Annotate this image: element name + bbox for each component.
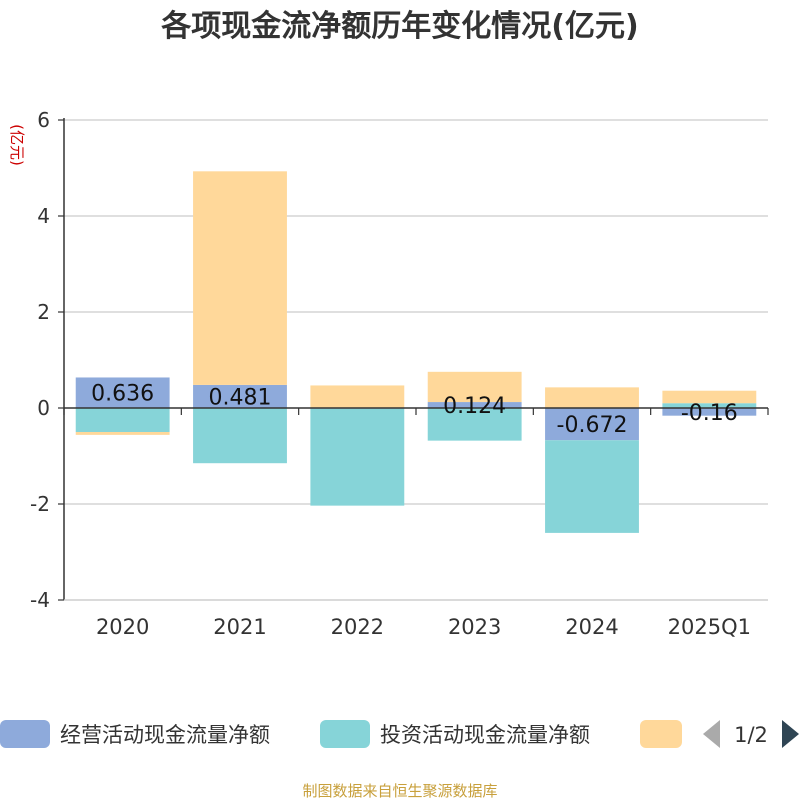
x-tick-label: 2025Q1	[668, 615, 751, 639]
legend-next-page-icon[interactable]	[782, 720, 799, 748]
data-label: 0.636	[91, 382, 154, 407]
data-labels: 0.636 0.481 0.124 -0.672 -0.16	[91, 382, 738, 438]
x-tick-label: 2022	[331, 615, 384, 639]
bar-series-0-2024[interactable]	[545, 408, 639, 441]
bar-series-1-2024[interactable]	[545, 440, 639, 533]
legend-swatch-financing	[640, 720, 682, 748]
legend-item-investing[interactable]: 投资活动现金流量净额	[320, 720, 590, 748]
x-tick-label: 2024	[565, 615, 618, 639]
bar-series-2-2024[interactable]	[545, 387, 639, 408]
legend-prev-page-icon[interactable]	[703, 720, 720, 748]
legend-swatch-investing	[320, 720, 370, 748]
y-tick-label: 2	[37, 300, 50, 324]
legend-label-investing: 投资活动现金流量净额	[380, 723, 590, 747]
data-label: 0.124	[443, 394, 506, 419]
y-tick-label: -4	[30, 588, 50, 612]
bar-series-1-2025Q1[interactable]	[662, 403, 757, 408]
x-axis-ticks: 2020 2021 2022 2023 2024 2025Q1	[96, 615, 751, 639]
bars	[75, 171, 757, 533]
y-axis-ticks: -4 -2 0 2 4 6	[30, 108, 64, 612]
bar-series-0-2023[interactable]	[427, 402, 522, 408]
bar-series-1-2021[interactable]	[193, 408, 287, 464]
bar-series-2-2023[interactable]	[427, 371, 522, 403]
bar-series-0-2025Q1[interactable]	[662, 408, 757, 416]
y-axis-unit: (亿元)	[8, 124, 26, 166]
grid-lines	[64, 119, 768, 601]
data-label: -0.16	[681, 401, 738, 426]
legend-item-financing[interactable]	[640, 720, 682, 748]
chart-title: 各项现金流净额历年变化情况(亿元)	[160, 9, 638, 44]
y-tick-label: 4	[37, 204, 50, 228]
x-tick-label: 2023	[448, 615, 501, 639]
bar-series-1-2023[interactable]	[427, 408, 522, 441]
y-tick-label: 6	[37, 108, 50, 132]
bar-series-1-2022[interactable]	[310, 408, 405, 506]
bar-series-2-2021[interactable]	[193, 171, 287, 385]
legend-label-operating: 经营活动现金流量净额	[60, 723, 270, 747]
legend-page-indicator: 1/2	[734, 723, 768, 747]
axes	[63, 118, 769, 601]
x-tick-label: 2020	[96, 615, 149, 639]
legend-item-operating[interactable]: 经营活动现金流量净额	[0, 720, 270, 748]
bar-series-1-2020[interactable]	[75, 408, 170, 432]
data-label: -0.672	[557, 413, 628, 438]
y-tick-label: -2	[30, 492, 50, 516]
bar-series-2-2020[interactable]	[75, 432, 170, 435]
x-tick-label: 2021	[213, 615, 266, 639]
bar-series-2-2022[interactable]	[310, 385, 405, 408]
legend: 经营活动现金流量净额 投资活动现金流量净额 1/2	[0, 720, 799, 748]
bar-series-2-2025Q1[interactable]	[662, 390, 757, 404]
data-source-note: 制图数据来自恒生聚源数据库	[302, 782, 497, 800]
bar-series-0-2020[interactable]	[75, 377, 170, 408]
y-tick-label: 0	[37, 396, 50, 420]
data-label: 0.481	[209, 385, 272, 410]
legend-swatch-operating	[0, 720, 50, 748]
bar-series-0-2021[interactable]	[193, 384, 287, 408]
